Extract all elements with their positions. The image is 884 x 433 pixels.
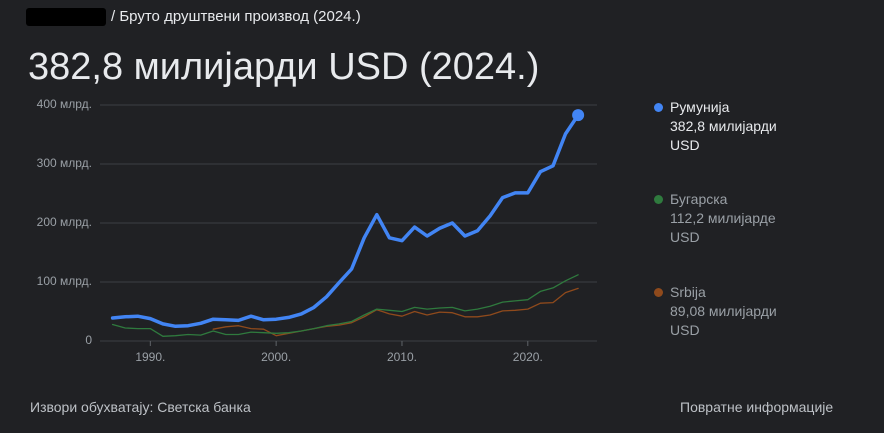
x-tick-label: 2000. [261,350,291,364]
x-tick-label: 2020. [513,350,543,364]
legend-dot [654,195,663,204]
y-tick-label: 100 млрд. [37,274,92,288]
y-tick-label: 0 [85,333,92,347]
breadcrumb: / Бруто друштвени производ (2024.) [111,8,361,25]
legend-value: 89,08 милијарди USD [670,303,777,338]
x-tick-label: 2010. [387,350,417,364]
feedback[interactable]: Повратне информације [680,399,834,415]
legend-name: Srbija [670,284,706,300]
x-tick-label: 1990. [135,350,165,364]
series-line [111,274,579,337]
legend-name: Бугарска [670,191,728,207]
legend-value: 112,2 милијарде USD [670,210,776,245]
y-tick-label: 300 млрд. [37,156,92,170]
redacted [26,8,106,26]
y-tick-label: 400 млрд. [37,97,92,111]
legend-dot [654,288,663,297]
legend-name: Румунија [670,99,730,115]
source: Извори обухватају: Светска банка [30,399,251,415]
series-line [110,113,580,329]
legend-value: 382,8 милијарди USD [670,118,777,153]
legend-entry[interactable]: Румунија 382,8 милијарди USD [654,98,820,155]
series-line [212,287,579,337]
end-dot [572,109,585,122]
legend-dot [654,103,663,112]
headline: 382,8 милијарди USD (2024.) [28,46,540,88]
legend-entry[interactable]: Бугарска 112,2 милијарде USD [654,190,820,247]
legend-entry[interactable]: Srbija 89,08 милијарди USD [654,283,820,340]
y-tick-label: 200 млрд. [37,215,92,229]
